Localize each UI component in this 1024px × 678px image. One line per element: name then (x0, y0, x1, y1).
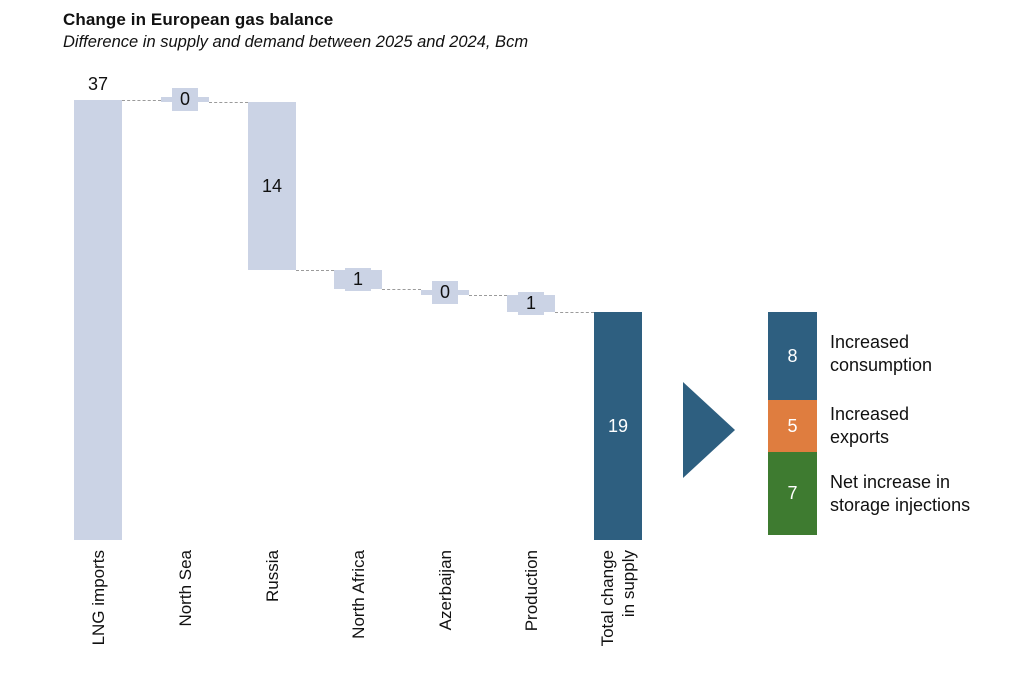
axis-label-lng-imports: LNG imports (88, 550, 108, 646)
connector-2 (296, 270, 334, 271)
segment-increased-exports: 5 (768, 400, 817, 452)
axis-label-north-sea: North Sea (175, 550, 195, 627)
axis-label-production: Production (521, 550, 541, 632)
value-label-north-africa: 1 (345, 268, 371, 291)
value-label-north-sea: 0 (172, 88, 198, 111)
value-label-production: 1 (518, 292, 544, 315)
connector-3 (382, 289, 421, 290)
axis-label-north-africa: North Africa (348, 550, 368, 639)
connector-0 (122, 100, 161, 101)
chart-title: Change in European gas balance (63, 10, 334, 29)
axis-label-russia: Russia (262, 550, 282, 602)
value-label-total-change-in-supply: 19 (607, 415, 629, 436)
connector-4 (469, 295, 507, 296)
arrow-right-icon (683, 382, 735, 478)
axis-label-azerbaijan: Azerbaijan (435, 550, 455, 631)
segment-net-increase-in-storage-injections: 7 (768, 452, 817, 535)
bar-total-change-in-supply (594, 312, 642, 540)
bar-lng-imports (74, 100, 122, 540)
value-label-russia: 14 (259, 174, 285, 198)
value-label-azerbaijan: 0 (432, 281, 458, 304)
axis-label-total-change-in-supply: Total change in supply (598, 550, 638, 647)
segment-increased-consumption: 8 (768, 312, 817, 400)
value-label-lng-imports: 37 (87, 73, 109, 94)
connector-1 (209, 102, 248, 103)
segment-label-increased-consumption: Increased consumption (830, 332, 933, 375)
chart-subtitle: Difference in supply and demand between … (63, 33, 529, 51)
segment-label-increased-exports: Increased exports (830, 404, 910, 447)
segment-label-net-increase-in-storage-injections: Net increase in storage injections (830, 472, 971, 515)
connector-5 (555, 312, 594, 313)
